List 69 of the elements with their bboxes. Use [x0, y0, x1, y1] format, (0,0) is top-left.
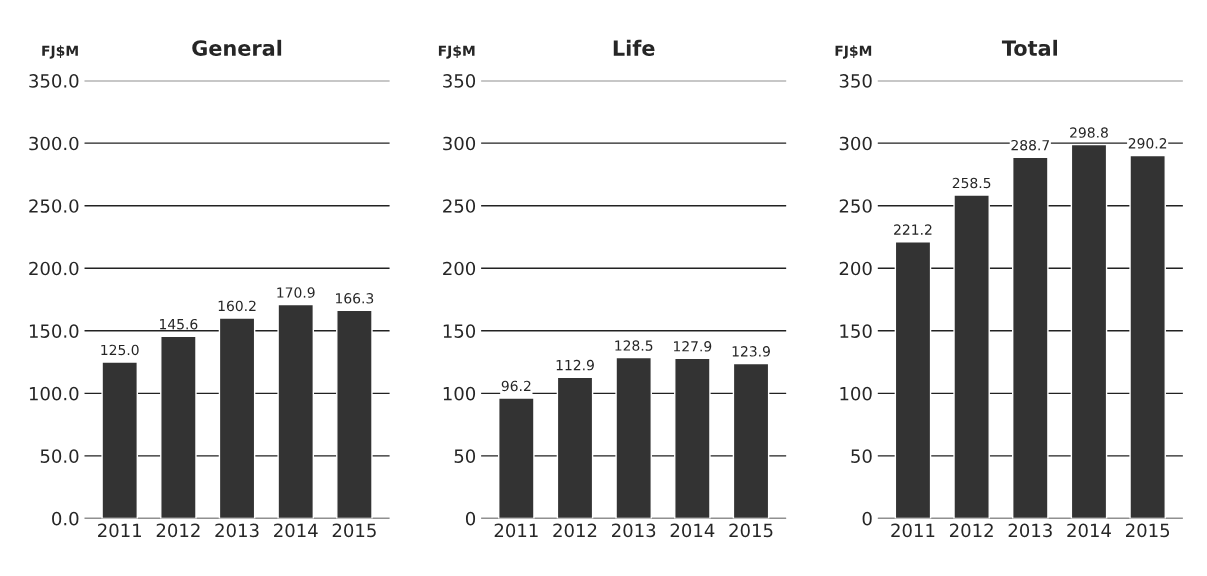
data-label: 170.9 [277, 287, 315, 298]
x-tick-label: 2013 [1008, 523, 1052, 538]
bar [336, 309, 373, 519]
y-tick-label: 0 [465, 511, 476, 526]
y-tick-label: 350 [839, 74, 872, 88]
x-tick-label: 2012 [156, 523, 200, 538]
y-tick-label: 350 [443, 74, 476, 88]
x-tick-label: 2014 [670, 523, 715, 538]
x-tick-label: 2011 [891, 523, 935, 538]
bar [1012, 156, 1049, 519]
y-tick-label: 250 [443, 199, 476, 213]
y-tick-label: 0 [862, 511, 872, 526]
y-tick-label: 0.0 [52, 511, 79, 526]
y-tick-label: 200 [839, 261, 872, 276]
bar [160, 335, 197, 519]
bar [1129, 154, 1166, 519]
y-tick-label: 100.0 [29, 386, 79, 401]
x-tick-label: 2014 [274, 523, 318, 538]
x-tick-label: 2011 [98, 523, 141, 538]
y-tick-label: 300 [443, 136, 476, 151]
y-tick-label: 250.0 [29, 199, 79, 213]
y-tick-label: 50.0 [40, 449, 79, 463]
data-label: 127.9 [673, 341, 712, 352]
x-tick-label: 2015 [332, 523, 376, 538]
data-label: 290.2 [1128, 138, 1167, 149]
x-tick-label: 2013 [215, 523, 259, 538]
bar [277, 303, 315, 519]
data-label: 123.9 [732, 346, 770, 357]
y-tick-label: 100 [443, 386, 476, 401]
x-tick-label: 2014 [1067, 523, 1111, 538]
y-tick-label: 50 [851, 449, 872, 463]
y-tick-label: 200.0 [29, 261, 79, 276]
chart-title: Total [1001, 39, 1058, 56]
data-label: 145.6 [160, 318, 198, 330]
bar [894, 241, 932, 519]
y-axis-title: FJ$M [438, 45, 475, 59]
data-label: 112.9 [556, 359, 594, 371]
data-label: 298.8 [1070, 127, 1108, 138]
y-tick-label: 50 [454, 449, 476, 463]
data-label: 288.7 [1011, 139, 1049, 151]
bar [953, 194, 990, 519]
x-tick-label: 2012 [553, 523, 597, 538]
x-tick-label: 2015 [729, 523, 773, 538]
y-tick-label: 300 [839, 136, 872, 151]
data-label: 125.0 [101, 344, 139, 356]
x-tick-label: 2011 [494, 523, 538, 538]
y-tick-label: 300.0 [29, 136, 79, 151]
y-tick-label: 250 [839, 199, 872, 213]
bar [101, 361, 138, 519]
data-label: 96.2 [501, 380, 531, 392]
data-label: 166.3 [336, 293, 374, 304]
y-axis-title: FJ$M [835, 45, 872, 59]
data-label: 258.5 [952, 177, 991, 189]
x-tick-label: 2013 [612, 523, 656, 538]
x-tick-label: 2015 [1126, 523, 1170, 538]
y-tick-label: 350.0 [29, 74, 79, 88]
data-label: 128.5 [615, 340, 653, 351]
data-label: 221.2 [894, 224, 932, 235]
y-tick-label: 150 [443, 324, 476, 338]
y-tick-label: 150 [840, 324, 872, 338]
data-label: 160.2 [218, 300, 256, 312]
chart-title: General [192, 39, 282, 56]
chart-title: Life [613, 39, 655, 56]
y-tick-label: 150.0 [29, 324, 79, 338]
y-tick-label: 200 [443, 261, 476, 276]
y-axis-title: FJ$M [42, 45, 78, 59]
x-tick-label: 2012 [949, 523, 993, 538]
y-tick-label: 100 [840, 386, 872, 401]
bar [218, 317, 256, 519]
